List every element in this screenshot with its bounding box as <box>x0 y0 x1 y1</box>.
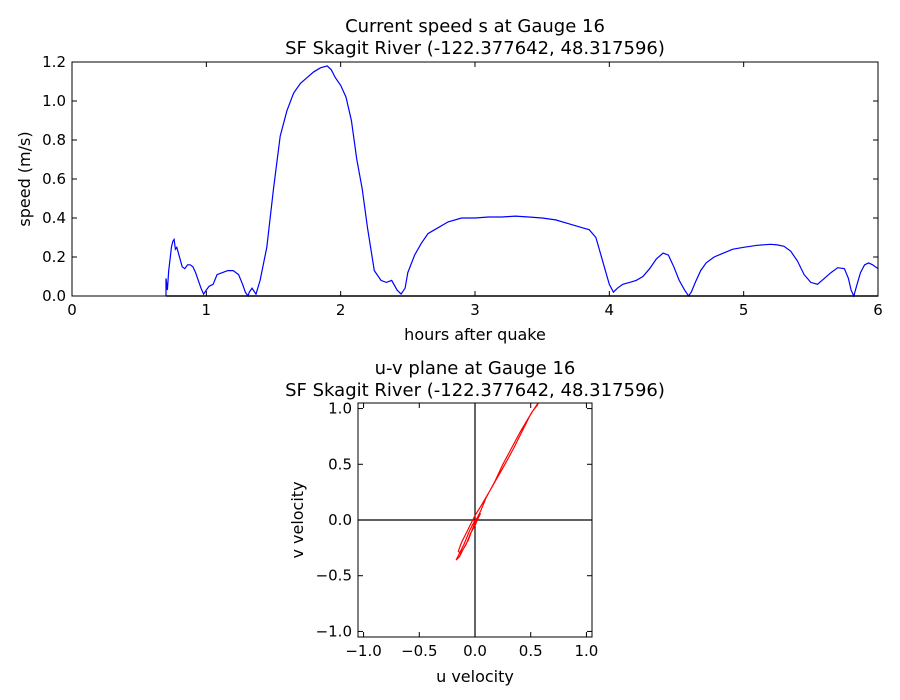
y-tick-label: 0.4 <box>42 209 66 227</box>
speed-plot-area <box>165 65 879 298</box>
y-tick-label: 1.0 <box>328 400 352 418</box>
y-tick-label: 0.6 <box>42 170 66 188</box>
y-tick-label: 1.2 <box>42 53 66 71</box>
speed-chart: Current speed s at Gauge 16 SF Skagit Ri… <box>15 16 883 344</box>
speed-series-line <box>165 65 879 298</box>
uv-y-ticks: −1.0 −0.5 0.0 0.5 1.0 <box>316 400 592 640</box>
x-tick-label: −1.0 <box>345 642 381 660</box>
x-tick-label: 6 <box>873 301 883 319</box>
speed-y-ticks: 0.0 0.2 0.4 0.6 0.8 1.0 1.2 <box>42 53 878 305</box>
speed-chart-title-line2: SF Skagit River (-122.377642, 48.317596) <box>285 38 665 59</box>
uv-chart: u-v plane at Gauge 16 SF Skagit River (-… <box>285 358 665 686</box>
x-tick-label: 0.0 <box>463 642 487 660</box>
uv-x-ticks: −1.0 −0.5 0.0 0.5 1.0 <box>345 403 598 660</box>
x-tick-label: 3 <box>470 301 480 319</box>
x-tick-label: 2 <box>336 301 346 319</box>
x-tick-label: −0.5 <box>401 642 437 660</box>
speed-x-label: hours after quake <box>404 325 546 344</box>
y-tick-label: 0.0 <box>42 287 66 305</box>
uv-chart-title-line1: u-v plane at Gauge 16 <box>375 358 576 379</box>
y-tick-label: −1.0 <box>316 622 352 640</box>
speed-chart-title-line1: Current speed s at Gauge 16 <box>345 16 605 37</box>
y-tick-label: 1.0 <box>42 92 66 110</box>
y-tick-label: 0.0 <box>328 511 352 529</box>
y-tick-label: 0.5 <box>328 455 352 473</box>
x-tick-label: 1.0 <box>574 642 598 660</box>
x-tick-label: 5 <box>739 301 749 319</box>
uv-x-label: u velocity <box>436 667 514 686</box>
x-tick-label: 1 <box>202 301 212 319</box>
x-tick-label: 0 <box>67 301 77 319</box>
y-tick-label: −0.5 <box>316 567 352 585</box>
speed-plot-frame <box>71 61 879 297</box>
uv-plot-area <box>358 403 592 637</box>
speed-y-label: speed (m/s) <box>15 131 34 226</box>
y-tick-label: 0.8 <box>42 131 66 149</box>
y-tick-label: 0.2 <box>42 248 66 266</box>
uv-trajectory-line <box>455 403 539 561</box>
uv-chart-title-line2: SF Skagit River (-122.377642, 48.317596) <box>285 380 665 401</box>
uv-y-label: v velocity <box>288 481 307 558</box>
x-tick-label: 0.5 <box>519 642 543 660</box>
speed-x-ticks: 0 1 2 3 4 5 6 <box>67 62 883 319</box>
x-tick-label: 4 <box>605 301 615 319</box>
